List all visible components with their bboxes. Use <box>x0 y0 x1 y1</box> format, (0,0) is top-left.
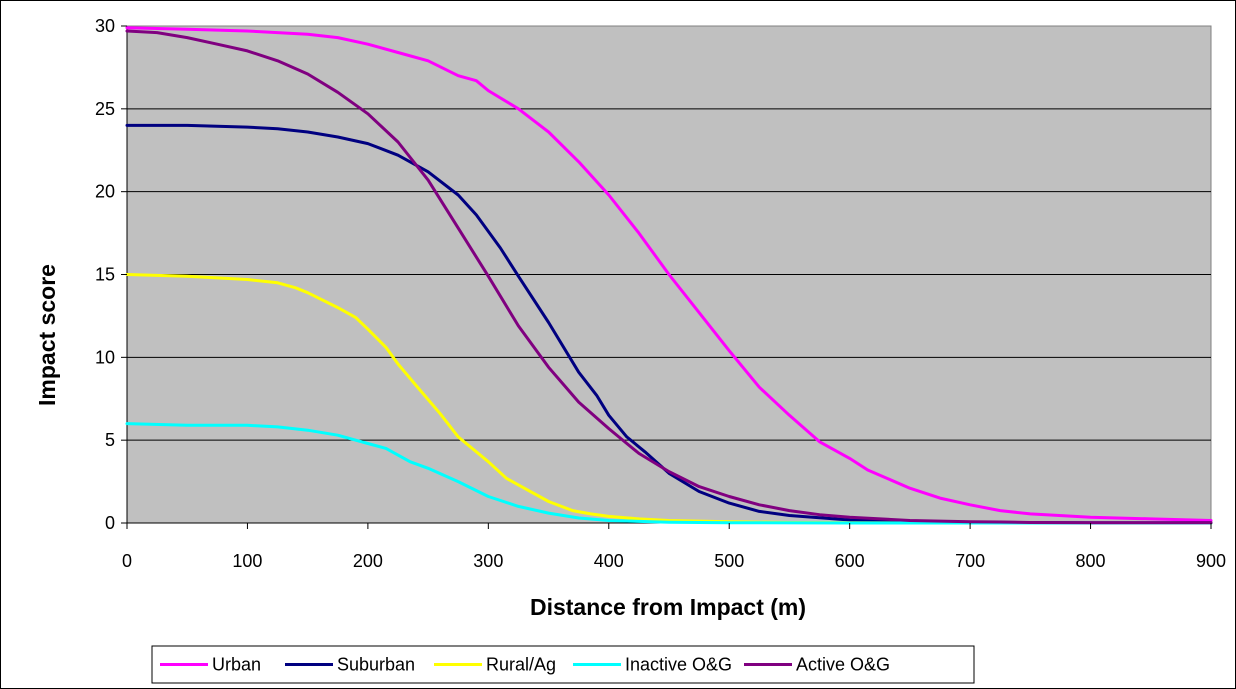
legend-label-0: Urban <box>212 655 261 675</box>
x-tick-label-700: 700 <box>955 551 985 571</box>
series-line-1 <box>125 123 1213 525</box>
y-tick-label-30: 30 <box>95 16 115 36</box>
series-line-4 <box>125 29 1213 525</box>
y-axis-title: Impact score <box>34 264 60 406</box>
x-tick-label-400: 400 <box>594 551 624 571</box>
x-tick-label-100: 100 <box>232 551 262 571</box>
x-tick-label-900: 900 <box>1196 551 1226 571</box>
legend-label-1: Suburban <box>337 655 415 675</box>
y-tick-label-15: 15 <box>95 265 115 285</box>
legend-label-3: Inactive O&G <box>625 655 732 675</box>
y-tick-label-25: 25 <box>95 99 115 119</box>
x-tick-label-300: 300 <box>473 551 503 571</box>
x-axis-title: Distance from Impact (m) <box>530 594 806 620</box>
x-tick-label-800: 800 <box>1076 551 1106 571</box>
x-axis-ticks: 0 100 200 300 400 500 600 700 800 900 <box>122 523 1226 571</box>
y-tick-label-5: 5 <box>105 430 115 450</box>
series-line-0 <box>125 26 1213 522</box>
x-tick-label-600: 600 <box>835 551 865 571</box>
y-tick-label-20: 20 <box>95 182 115 202</box>
y-tick-label-10: 10 <box>95 347 115 367</box>
plot-area <box>125 25 1213 525</box>
x-tick-label-200: 200 <box>353 551 383 571</box>
legend-label-2: Rural/Ag <box>486 655 556 675</box>
x-tick-label-0: 0 <box>122 551 132 571</box>
y-tick-label-0: 0 <box>105 513 115 533</box>
legend-label-4: Active O&G <box>796 655 890 675</box>
legend: Urban Suburban Rural/Ag Inactive O&G Active … <box>151 645 975 684</box>
y-axis-ticks: 0 5 10 15 20 25 30 <box>95 16 127 533</box>
series-line-3 <box>125 422 1213 525</box>
x-tick-label-500: 500 <box>714 551 744 571</box>
